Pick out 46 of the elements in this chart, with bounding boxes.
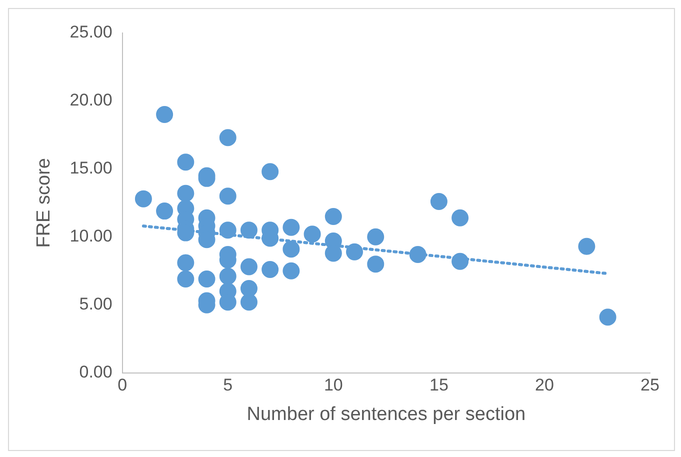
point [198, 270, 216, 288]
point [282, 262, 300, 280]
point [304, 226, 321, 243]
point [578, 238, 596, 255]
point [240, 222, 258, 239]
point [452, 252, 469, 270]
point [156, 106, 174, 124]
point [240, 258, 258, 276]
point [177, 254, 194, 272]
y-axis-title: FRE score [34, 158, 55, 248]
point [219, 129, 236, 146]
x-tick-label: 15 [429, 376, 448, 395]
x-tick-label: 20 [535, 376, 554, 395]
point [134, 190, 152, 208]
point [452, 209, 469, 226]
y-tick-label: 0.00 [79, 362, 112, 382]
point [324, 208, 342, 225]
x-tick-label: 10 [324, 376, 343, 395]
point [282, 218, 300, 236]
y-tick-label: 15.00 [70, 158, 112, 178]
point [282, 240, 300, 258]
point [262, 261, 279, 278]
point [409, 246, 426, 264]
point [219, 268, 236, 285]
y-tick-label: 20.00 [70, 90, 112, 110]
point [262, 163, 279, 180]
point [156, 202, 174, 220]
point [219, 188, 236, 205]
point [240, 294, 258, 311]
point [430, 193, 448, 210]
point [177, 184, 194, 202]
point [346, 243, 364, 260]
y-tick-label: 25.00 [70, 22, 112, 42]
x-axis-title: Number of sentences per section [246, 404, 526, 425]
point [177, 270, 194, 288]
x-tick-label: 5 [223, 376, 233, 395]
point [219, 222, 236, 239]
point [240, 280, 258, 298]
y-tick-label: 5.00 [79, 294, 112, 314]
point [367, 228, 384, 246]
y-tick-label: 10.00 [70, 226, 112, 246]
point [599, 308, 616, 326]
point [177, 154, 194, 171]
point [367, 256, 384, 273]
x-tick-label: 25 [640, 376, 660, 395]
x-tick-label: 0 [118, 376, 128, 395]
